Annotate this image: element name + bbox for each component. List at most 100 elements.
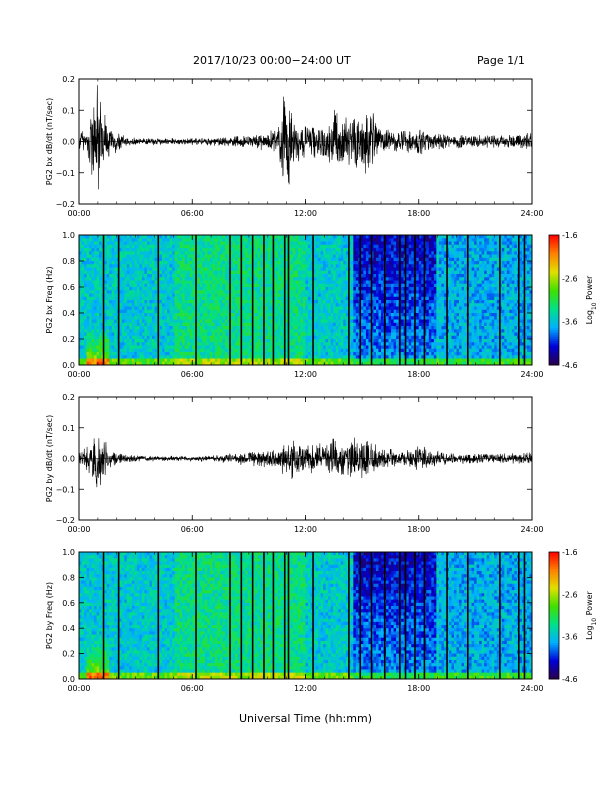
heatmap-cell xyxy=(81,335,85,340)
heatmap-cell xyxy=(177,306,181,311)
heatmap-cell xyxy=(260,342,264,346)
heatmap-cell xyxy=(368,248,372,252)
heatmap-cell xyxy=(257,254,261,259)
heatmap-cell xyxy=(363,342,367,346)
heatmap-cell xyxy=(164,358,168,363)
heatmap-cell xyxy=(197,274,201,278)
heatmap-cell xyxy=(267,296,271,301)
heatmap-cell xyxy=(275,293,279,298)
heatmap-cell xyxy=(139,345,143,350)
heatmap-cell xyxy=(295,339,299,343)
heatmap-cell xyxy=(146,241,150,246)
heatmap-cell xyxy=(154,274,158,278)
heatmap-cell xyxy=(340,274,344,278)
heatmap-cell xyxy=(285,287,289,291)
heatmap-cell xyxy=(353,251,357,255)
heatmap-cell xyxy=(114,283,118,288)
heatmap-cell xyxy=(187,309,191,314)
heatmap-cell xyxy=(151,283,155,288)
heatmap-cell xyxy=(313,319,316,324)
heatmap-cell xyxy=(184,235,188,239)
heatmap-cell xyxy=(131,238,135,242)
heatmap-cell xyxy=(159,248,163,252)
heatmap-cell xyxy=(360,345,364,350)
heatmap-cell xyxy=(109,335,113,340)
heatmap-cell xyxy=(109,352,113,356)
heatmap-cell xyxy=(260,296,264,301)
heatmap-cell xyxy=(242,270,246,275)
heatmap-cell xyxy=(350,309,354,314)
heatmap-cell xyxy=(144,316,148,320)
heatmap-cell xyxy=(134,319,138,324)
heatmap-cell xyxy=(79,306,82,311)
heatmap-cell xyxy=(81,342,85,346)
heatmap-cell xyxy=(84,342,87,346)
heatmap-cell xyxy=(212,303,216,307)
heatmap-cell xyxy=(345,326,349,330)
heatmap-cell xyxy=(333,358,337,363)
heatmap-cell xyxy=(295,267,299,272)
heatmap-cell xyxy=(295,280,299,285)
heatmap-cell xyxy=(94,313,98,317)
heatmap-cell xyxy=(340,326,344,330)
heatmap-cell xyxy=(192,241,196,246)
heatmap-cell xyxy=(139,300,143,304)
heatmap-cell xyxy=(350,235,354,239)
heatmap-cell xyxy=(96,261,100,265)
heatmap-cell xyxy=(250,326,254,330)
heatmap-cell xyxy=(174,277,178,281)
heatmap-cell xyxy=(365,300,369,304)
heatmap-cell xyxy=(363,332,367,337)
heatmap-cell xyxy=(141,280,145,285)
heatmap-cell xyxy=(207,313,211,317)
heatmap-cell xyxy=(167,355,170,359)
heatmap-cell xyxy=(325,277,329,281)
heatmap-cell xyxy=(179,329,183,333)
heatmap-cell xyxy=(235,300,238,304)
heatmap-cell xyxy=(154,254,158,259)
heatmap-cell xyxy=(136,287,140,291)
heatmap-cell xyxy=(348,316,352,320)
heatmap-cell xyxy=(353,342,357,346)
heatmap-cell xyxy=(355,361,359,366)
heatmap-cell xyxy=(340,270,344,275)
heatmap-cell xyxy=(79,238,82,242)
heatmap-cell xyxy=(378,293,382,298)
heatmap-cell xyxy=(343,316,347,320)
heatmap-cell xyxy=(104,345,108,350)
heatmap-cell xyxy=(252,361,256,366)
heatmap-cell xyxy=(257,280,261,285)
heatmap-cell xyxy=(212,339,216,343)
heatmap-cell xyxy=(177,303,181,307)
heatmap-cell xyxy=(355,322,359,327)
heatmap-cell xyxy=(370,267,374,272)
heatmap-cell xyxy=(325,251,329,255)
heatmap-cell xyxy=(295,319,299,324)
heatmap-cell xyxy=(348,280,352,285)
heatmap-cell xyxy=(199,235,203,239)
heatmap-cell xyxy=(179,296,183,301)
heatmap-cell xyxy=(247,280,251,285)
heatmap-cell xyxy=(134,329,138,333)
heatmap-cell xyxy=(169,322,173,327)
heatmap-cell xyxy=(162,316,165,320)
heatmap-cell xyxy=(373,261,377,265)
heatmap-cell xyxy=(318,261,321,265)
heatmap-cell xyxy=(285,348,289,353)
heatmap-cell xyxy=(363,293,367,298)
heatmap-cell xyxy=(378,290,382,294)
heatmap-cell xyxy=(297,300,301,304)
heatmap-cell xyxy=(338,274,342,278)
heatmap-cell xyxy=(177,342,181,346)
heatmap-cell xyxy=(300,309,304,314)
heatmap-cell xyxy=(124,352,128,356)
heatmap-cell xyxy=(340,309,344,314)
heatmap-cell xyxy=(89,335,92,340)
heatmap-cell xyxy=(318,358,321,363)
heatmap-cell xyxy=(149,335,153,340)
heatmap-cell xyxy=(265,235,269,239)
heatmap-cell xyxy=(330,303,334,307)
heatmap-cell xyxy=(177,361,181,366)
heatmap-cell xyxy=(338,348,342,353)
heatmap-cell xyxy=(139,257,143,262)
